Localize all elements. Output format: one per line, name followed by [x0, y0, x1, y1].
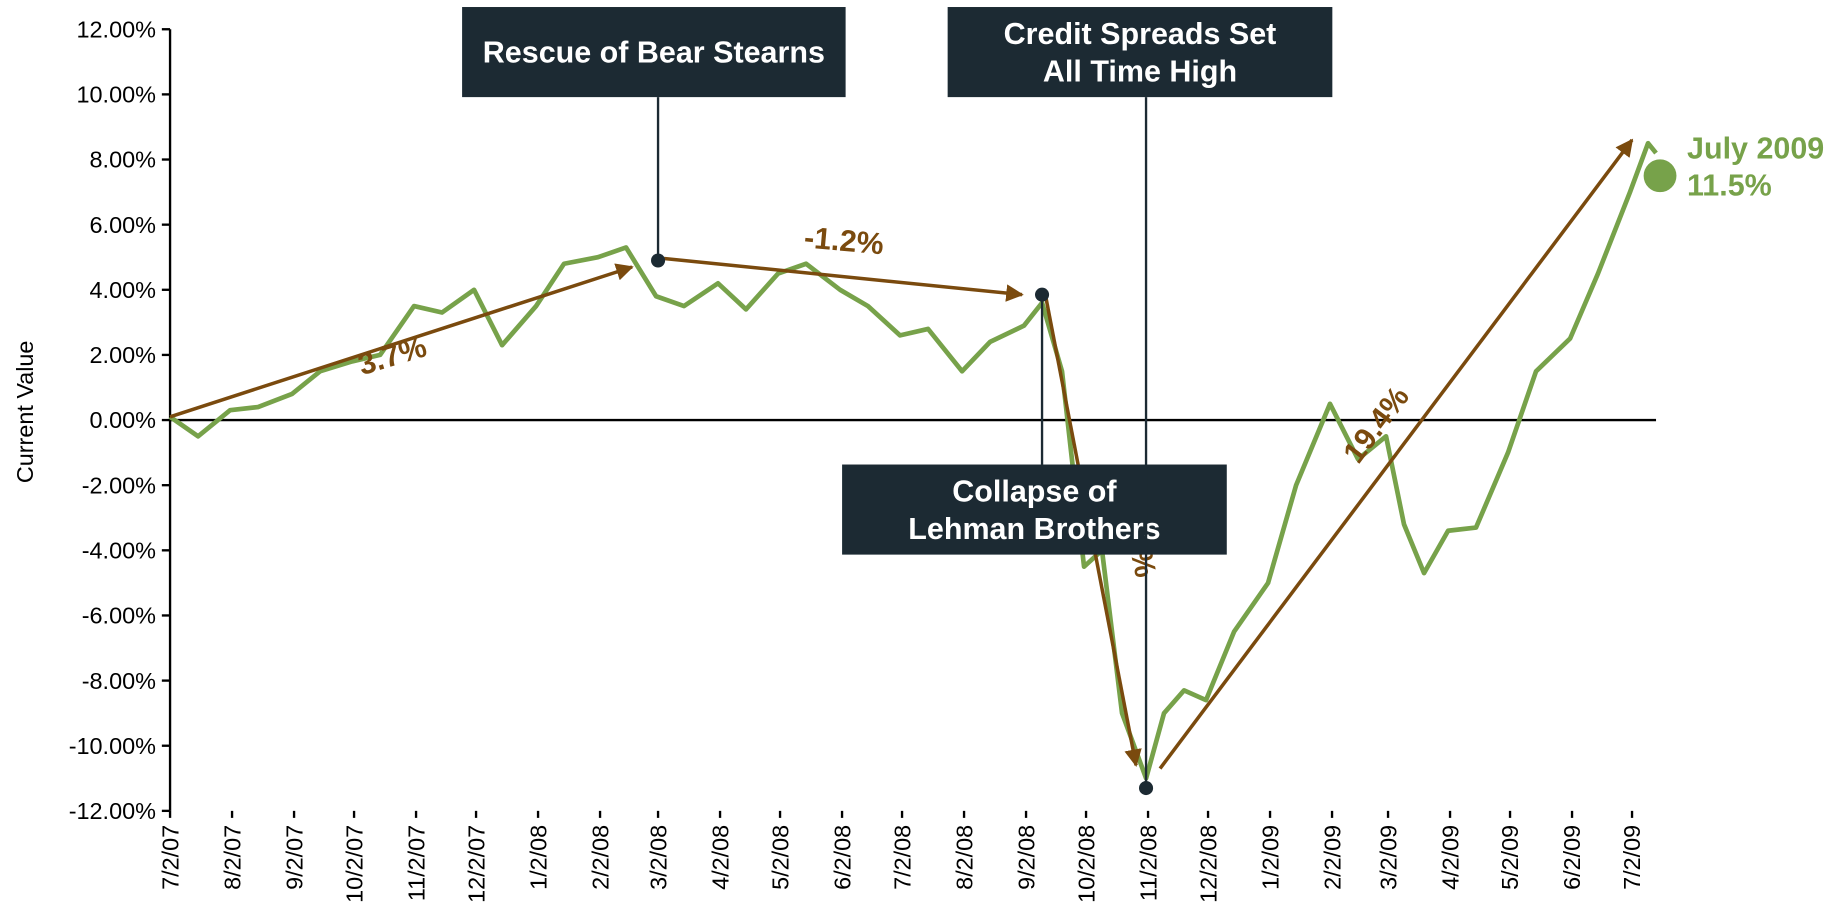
y-tick-label: 4.00% — [90, 277, 156, 303]
line-series — [168, 140, 1658, 781]
trend-arrow — [663, 256, 1024, 302]
x-tick-label: 5/2/08 — [767, 825, 793, 890]
x-tick-label: 12/2/08 — [1195, 825, 1221, 903]
trend-arrow — [1158, 138, 1634, 770]
x-tick-label: 12/2/07 — [463, 825, 489, 903]
x-tick-label: 11/2/07 — [403, 825, 429, 901]
y-tick-label: 2.00% — [90, 342, 156, 368]
y-axis-title: Current Value — [12, 341, 38, 484]
x-tick-label: 8/2/07 — [219, 825, 245, 890]
trend-label: 19.4% — [1337, 380, 1416, 469]
event-dot — [651, 253, 666, 268]
x-tick-label: 9/2/07 — [281, 825, 307, 890]
y-tick-label: 6.00% — [90, 212, 156, 238]
trend-arrow — [169, 263, 634, 419]
endpoint-label: 11.5% — [1687, 169, 1772, 203]
event-dot — [1139, 781, 1154, 796]
event-box — [842, 464, 1227, 555]
x-tick-label: 6/2/09 — [1559, 825, 1585, 890]
x-tick-label: 7/2/07 — [157, 825, 183, 890]
x-tick-label: 11/2/08 — [1135, 825, 1161, 901]
y-tick-label: 8.00% — [90, 147, 156, 173]
event-dot — [1035, 287, 1050, 302]
event-label: Rescue of Bear Stearns — [483, 36, 825, 70]
x-tick-label: 3/2/08 — [645, 825, 671, 890]
event-box — [947, 7, 1333, 98]
x-tick-label: 1/2/09 — [1257, 825, 1283, 890]
x-tick-label: 4/2/09 — [1437, 825, 1463, 890]
event-label: All Time High — [1043, 54, 1237, 88]
event-label: Collapse of — [952, 474, 1117, 508]
y-tick-label: -12.00% — [69, 798, 156, 824]
x-tick-label: 10/2/08 — [1073, 825, 1099, 903]
endpoint-dot — [1643, 159, 1677, 193]
x-tick-label: 7/2/08 — [889, 825, 915, 890]
x-tick-label: 7/2/09 — [1619, 825, 1645, 890]
x-tick-label: 3/2/09 — [1375, 825, 1401, 890]
event-box — [462, 7, 846, 98]
y-tick-label: 10.00% — [77, 82, 156, 108]
x-tick-label: 1/2/08 — [525, 825, 551, 890]
event-label: Lehman Brothers — [908, 512, 1160, 546]
x-tick-label: 8/2/08 — [951, 825, 977, 890]
event-label: Credit Spreads Set — [1004, 17, 1277, 51]
x-tick-label: 10/2/07 — [341, 825, 367, 903]
trend-label: -1.2% — [803, 221, 885, 262]
y-tick-label: -6.00% — [82, 603, 156, 629]
x-tick-label: 6/2/08 — [829, 825, 855, 890]
x-tick-label: 2/2/08 — [587, 825, 613, 890]
endpoint-label: July 2009 — [1687, 131, 1824, 165]
y-tick-label: -4.00% — [82, 538, 156, 564]
y-tick-label: -8.00% — [82, 668, 156, 694]
y-tick-label: 12.00% — [77, 16, 156, 42]
y-tick-label: -2.00% — [82, 472, 156, 498]
x-tick-label: 4/2/08 — [707, 825, 733, 890]
y-tick-label: -10.00% — [69, 733, 156, 759]
x-tick-label: 2/2/09 — [1319, 825, 1345, 890]
x-tick-label: 5/2/09 — [1497, 825, 1523, 890]
trend-label: 3.7% — [354, 329, 430, 382]
y-tick-label: 0.00% — [90, 407, 156, 433]
x-tick-label: 9/2/08 — [1013, 825, 1039, 890]
